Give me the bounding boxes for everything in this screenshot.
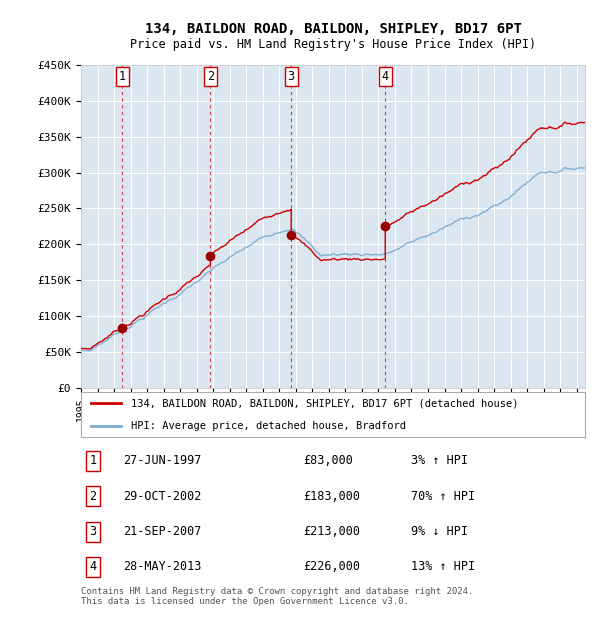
Text: 28-MAY-2013: 28-MAY-2013 [123,560,202,574]
Text: 3: 3 [89,525,97,538]
Text: 3: 3 [287,70,295,83]
Text: 2: 2 [89,490,97,503]
Text: 70% ↑ HPI: 70% ↑ HPI [411,490,475,503]
Text: £183,000: £183,000 [303,490,360,503]
Text: Contains HM Land Registry data © Crown copyright and database right 2024.
This d: Contains HM Land Registry data © Crown c… [81,587,473,606]
Text: £83,000: £83,000 [303,454,353,467]
Text: 13% ↑ HPI: 13% ↑ HPI [411,560,475,574]
Text: 9% ↓ HPI: 9% ↓ HPI [411,525,468,538]
Text: HPI: Average price, detached house, Bradford: HPI: Average price, detached house, Brad… [131,421,406,431]
Text: 3% ↑ HPI: 3% ↑ HPI [411,454,468,467]
Text: 29-OCT-2002: 29-OCT-2002 [123,490,202,503]
Text: 1: 1 [89,454,97,467]
Text: 4: 4 [382,70,389,83]
Text: 4: 4 [89,560,97,574]
Text: Price paid vs. HM Land Registry's House Price Index (HPI): Price paid vs. HM Land Registry's House … [130,38,536,51]
Text: 1: 1 [119,70,126,83]
Text: 2: 2 [207,70,214,83]
Text: 134, BAILDON ROAD, BAILDON, SHIPLEY, BD17 6PT (detached house): 134, BAILDON ROAD, BAILDON, SHIPLEY, BD1… [131,398,519,408]
Text: 134, BAILDON ROAD, BAILDON, SHIPLEY, BD17 6PT: 134, BAILDON ROAD, BAILDON, SHIPLEY, BD1… [145,22,521,36]
Text: £226,000: £226,000 [303,560,360,574]
Text: 27-JUN-1997: 27-JUN-1997 [123,454,202,467]
Text: 21-SEP-2007: 21-SEP-2007 [123,525,202,538]
Text: £213,000: £213,000 [303,525,360,538]
